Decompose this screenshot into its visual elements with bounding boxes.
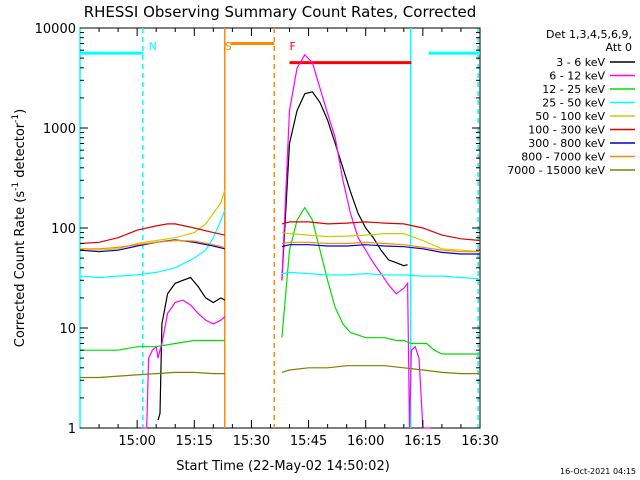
y-tick-label: 100 xyxy=(51,222,76,237)
legend-entry-label: 800 - 7000 keV xyxy=(521,151,605,164)
y-axis-label: Corrected Count Rate (s-1 detector-1) xyxy=(11,109,28,347)
series-line xyxy=(80,239,225,250)
series-line xyxy=(281,271,481,280)
legend-entry-label: 100 - 300 keV xyxy=(528,124,605,137)
x-tick-label: 16:15 xyxy=(404,434,441,449)
y-tick-label: 1000 xyxy=(43,122,76,137)
x-tick-label: 15:45 xyxy=(290,434,327,449)
series-line xyxy=(281,232,481,253)
legend-entry-label: 25 - 50 keV xyxy=(542,97,605,110)
legend-title-line1: Det 1,3,4,5,6,9, xyxy=(546,28,632,41)
x-tick-label: 15:00 xyxy=(118,434,155,449)
series-line xyxy=(281,244,480,255)
annotation-label: S xyxy=(225,40,232,53)
annotation-label: F xyxy=(290,40,296,53)
legend-entry-label: 7000 - 15000 keV xyxy=(507,164,605,177)
x-tick-label: 15:15 xyxy=(176,434,213,449)
series-line xyxy=(80,339,225,351)
series-line xyxy=(157,276,226,421)
legend-entry-label: 300 - 800 keV xyxy=(528,137,605,150)
series-line xyxy=(281,206,480,355)
y-tick-label: 10 xyxy=(59,322,76,337)
legend-entry-label: 3 - 6 keV xyxy=(556,56,605,69)
footer-timestamp: 16-Oct-2021 04:15 xyxy=(560,467,636,476)
series-line xyxy=(281,241,480,253)
x-tick-label: 15:30 xyxy=(233,434,270,449)
series-line xyxy=(281,221,481,242)
series-line xyxy=(80,189,226,251)
x-axis-label: Start Time (22-May-02 14:50:02) xyxy=(176,459,390,474)
legend-title-line2: Att 0 xyxy=(606,41,632,54)
annotation-label: N xyxy=(149,40,157,53)
series-line xyxy=(281,365,480,375)
series-line xyxy=(281,53,431,429)
series-line xyxy=(79,223,225,245)
series-line xyxy=(281,91,408,281)
y-tick-label: 10000 xyxy=(35,22,76,37)
y-tick-label: 1 xyxy=(68,422,76,437)
legend-entry-label: 50 - 100 keV xyxy=(535,110,605,123)
legend-entry-label: 12 - 25 keV xyxy=(542,83,605,96)
legend-entry-label: 6 - 12 keV xyxy=(549,70,605,83)
x-tick-label: 16:30 xyxy=(461,434,498,449)
series-line xyxy=(80,371,225,379)
chart-title: RHESSI Observing Summary Count Rates, Co… xyxy=(84,3,477,21)
x-tick-label: 16:00 xyxy=(347,434,384,449)
series-line xyxy=(79,210,226,279)
series-line xyxy=(141,299,226,429)
